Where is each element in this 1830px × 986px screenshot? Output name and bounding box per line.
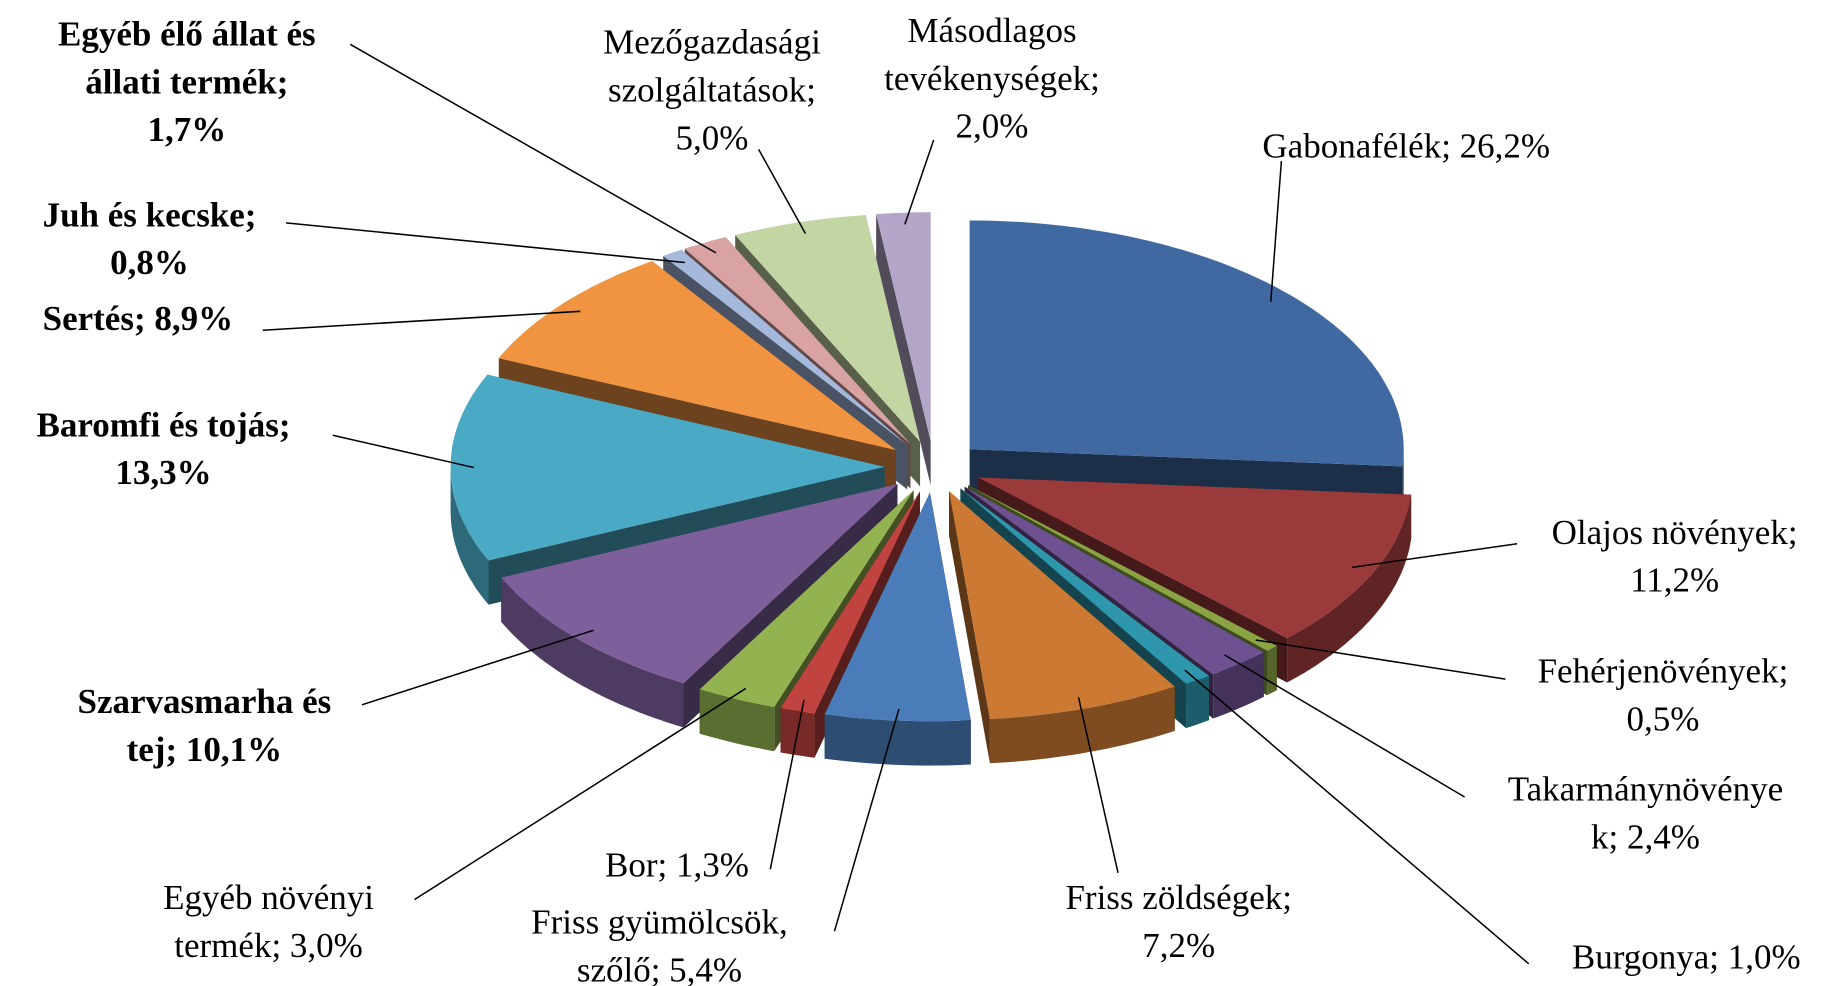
leader-line — [904, 139, 935, 225]
data-label-line: Takarmánynövénye — [1508, 769, 1783, 808]
slice-top — [699, 490, 914, 707]
data-label-line: 11,2% — [1630, 561, 1719, 600]
leader-line — [414, 687, 747, 901]
data-label-line: Szarvasmarha és — [78, 682, 332, 721]
data-label-line: Burgonya; 1,0% — [1572, 937, 1801, 976]
leader-line — [1270, 160, 1283, 302]
data-label-line: tevékenységek; — [884, 59, 1100, 98]
data-label-line: Friss zöldségek; — [1065, 878, 1292, 917]
data-label-line: Egyéb élő állat és — [58, 15, 316, 54]
slice-top — [780, 491, 920, 714]
data-label: Burgonya; 1,0% — [1572, 937, 1801, 976]
slice-side — [1213, 652, 1264, 719]
data-label-line: Friss gyümölcsök, — [531, 902, 788, 941]
leader-line — [757, 148, 807, 234]
data-label-line: k; 2,4% — [1591, 817, 1700, 856]
data-label: Olajos növények; 11,2% — [1552, 513, 1798, 600]
data-label-line: termék; 3,0% — [174, 926, 363, 965]
data-label-line: Juh és kecske; — [43, 195, 257, 234]
slice-side — [989, 686, 1175, 764]
data-label: Szarvasmarha és tej; 10,1% — [78, 682, 332, 769]
leader-line — [332, 434, 475, 469]
data-label: Fehérjenövények; 0,5% — [1538, 652, 1789, 739]
slice-top — [969, 220, 1404, 467]
data-label: Mezőgazdasági szolgáltatások; 5,0% — [603, 23, 821, 158]
leader-line — [1224, 654, 1465, 798]
slice-top — [684, 237, 911, 444]
slice-top — [450, 374, 885, 561]
data-label-line: tej; 10,1% — [127, 730, 283, 769]
slice-face — [949, 491, 990, 764]
data-label: Takarmánynövénye k; 2,4% — [1508, 769, 1783, 856]
slice-top — [501, 484, 898, 684]
data-label-line: 5,0% — [676, 118, 749, 157]
data-label: Egyéb élő állat és állati termék; 1,7% — [58, 15, 316, 150]
slice-top — [978, 477, 1412, 639]
data-label-line: Olajos növények; — [1552, 513, 1798, 552]
data-label: Juh és kecske; 0,8% — [43, 195, 257, 282]
slice-top — [960, 488, 1209, 684]
data-label-line: 0,5% — [1627, 699, 1700, 738]
data-label: Baromfi és tojás; 13,3% — [37, 405, 291, 492]
data-label: Másodlagos tevékenységek; 2,0% — [884, 11, 1100, 146]
data-label-line: 0,8% — [110, 243, 189, 282]
data-label-line: Másodlagos — [907, 11, 1076, 50]
slice-top — [876, 212, 931, 441]
data-label-line: Gabonafélék; 26,2% — [1262, 127, 1550, 166]
data-label-line: Bor; 1,3% — [605, 845, 749, 884]
data-label-line: 7,2% — [1142, 926, 1215, 965]
data-label: Egyéb növényi termék; 3,0% — [163, 878, 374, 965]
data-label-line: 13,3% — [115, 453, 211, 492]
leader-line — [1351, 543, 1518, 569]
data-label: Bor; 1,3% — [605, 845, 749, 884]
data-label-line: 1,7% — [148, 110, 227, 149]
slice-side — [824, 714, 971, 766]
data-label-line: 2,0% — [956, 107, 1029, 146]
slice-face — [876, 214, 931, 486]
data-label: Friss zöldségek; 7,2% — [1065, 878, 1292, 965]
data-label-line: állati termék; — [85, 62, 288, 101]
slice-top — [735, 215, 921, 442]
data-label-line: Baromfi és tojás; — [37, 405, 291, 444]
slice-side — [699, 689, 775, 752]
slice-top — [824, 492, 971, 722]
data-label-line: szolgáltatások; — [608, 71, 816, 110]
slice-top — [964, 486, 1264, 675]
data-label-line: szőlő; 5,4% — [577, 950, 742, 986]
leader-line — [1184, 669, 1530, 965]
data-label: Sertés; 8,9% — [43, 299, 234, 338]
leader-line — [833, 708, 900, 932]
slice-top — [949, 491, 1175, 719]
slice-top — [498, 261, 896, 451]
leader-line — [1077, 697, 1119, 873]
data-label-line: Sertés; 8,9% — [43, 299, 234, 338]
data-label-line: Fehérjenövények; — [1538, 652, 1789, 691]
data-label-line: Mezőgazdasági — [603, 23, 821, 62]
slice-side — [1267, 645, 1277, 696]
slice-side — [1287, 494, 1412, 683]
leader-line — [349, 43, 717, 254]
slice-top — [663, 249, 908, 446]
slice-top — [967, 485, 1277, 651]
leader-line — [769, 699, 805, 870]
data-label-line: Egyéb növényi — [163, 878, 374, 917]
leader-line — [262, 310, 581, 331]
data-label: Friss gyümölcsök, szőlő; 5,4% — [531, 902, 788, 986]
data-label: Gabonafélék; 26,2% — [1262, 127, 1550, 166]
leader-line — [1255, 639, 1506, 680]
leader-line — [361, 629, 594, 706]
slice-side — [450, 466, 489, 605]
leader-line — [285, 222, 685, 264]
slice-side — [501, 577, 684, 728]
slice-side — [1186, 675, 1209, 729]
